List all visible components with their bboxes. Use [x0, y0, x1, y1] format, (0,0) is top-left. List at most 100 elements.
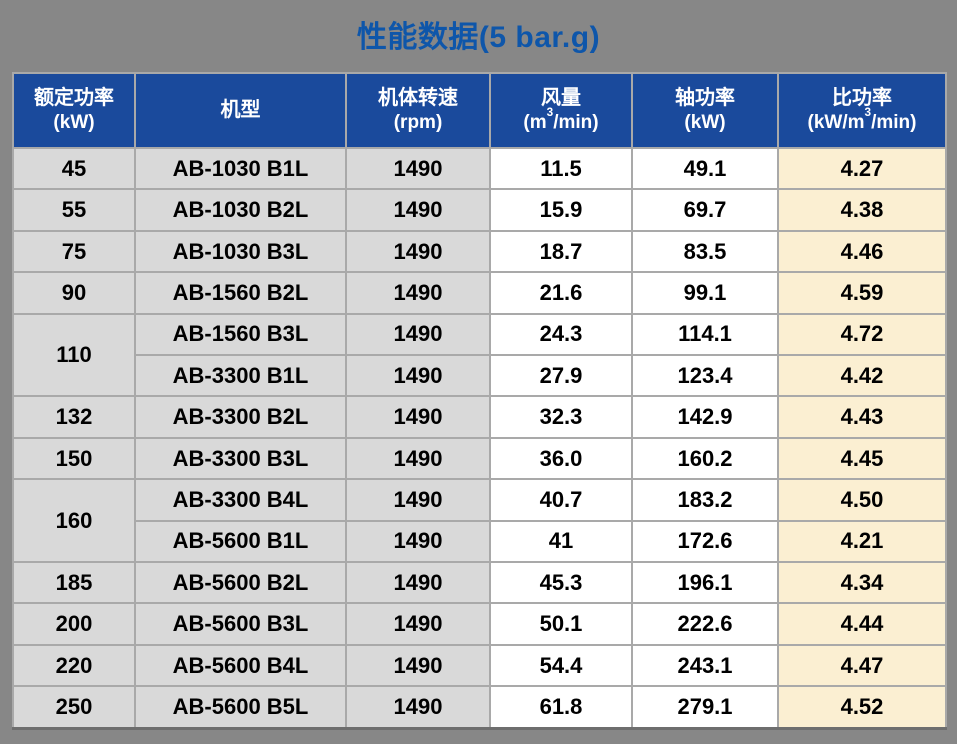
cell-shaft-power: 114.1	[631, 312, 779, 357]
cell-rated-power: 45	[12, 146, 136, 191]
table-row: 75 AB-1030 B3L 1490 18.7 83.5 4.46	[12, 229, 947, 274]
cell-body-speed: 1490	[345, 354, 491, 398]
column-header-body-speed: 机体转速 (rpm)	[345, 72, 491, 149]
cell-model: AB-5600 B5L	[134, 685, 347, 730]
column-title: 轴功率	[675, 87, 735, 110]
cell-model: AB-5600 B1L	[134, 519, 347, 564]
cell-body-speed: 1490	[345, 229, 491, 274]
cell-specific-power: 4.43	[777, 395, 947, 439]
cell-specific-power: 4.45	[777, 436, 947, 481]
cell-rated-power: 250	[12, 685, 136, 730]
cell-specific-power: 4.59	[777, 271, 947, 315]
cell-specific-power: 4.38	[777, 188, 947, 232]
cell-body-speed: 1490	[345, 271, 491, 315]
cell-shaft-power: 196.1	[631, 561, 779, 605]
cell-model: AB-1560 B2L	[134, 271, 347, 315]
cell-model: AB-5600 B3L	[134, 602, 347, 646]
column-title: 风量	[541, 87, 581, 110]
cell-model: AB-5600 B2L	[134, 561, 347, 605]
cell-model: AB-1560 B3L	[134, 312, 347, 357]
cell-body-speed: 1490	[345, 395, 491, 439]
table-row: 110 AB-1560 B3L 1490 24.3 114.1 4.72	[12, 312, 947, 398]
cell-air-flow: 61.8	[489, 685, 633, 730]
cell-model: AB-3300 B3L	[134, 436, 347, 481]
cell-model: AB-5600 B4L	[134, 643, 347, 688]
cell-rated-power: 132	[12, 395, 136, 439]
cell-model: AB-3300 B4L	[134, 478, 347, 522]
cell-air-flow: 11.5	[489, 146, 633, 191]
cell-body-speed: 1490	[345, 519, 491, 564]
cell-air-flow: 15.9	[489, 188, 633, 232]
cell-specific-power: 4.27	[777, 146, 947, 191]
cell-body-speed: 1490	[345, 146, 491, 191]
table-row: AB-5600 B1L 1490 41 172.6 4.21	[13, 519, 947, 564]
cell-model: AB-1030 B2L	[134, 188, 347, 232]
column-header-specific-power: 比功率 (kW/m3/min)	[777, 72, 947, 149]
table-row: AB-3300 B1L 1490 27.9 123.4 4.42	[13, 354, 947, 398]
table-row: 150 AB-3300 B3L 1490 36.0 160.2 4.45	[12, 436, 947, 481]
cell-body-speed: 1490	[345, 478, 491, 522]
cell-air-flow: 40.7	[489, 478, 633, 522]
column-header-rated-power: 额定功率 (kW)	[12, 72, 136, 149]
table-row: 185 AB-5600 B2L 1490 45.3 196.1 4.34	[12, 561, 947, 605]
cell-shaft-power: 83.5	[631, 229, 779, 274]
cell-body-speed: 1490	[345, 602, 491, 646]
cell-shaft-power: 279.1	[631, 685, 779, 730]
header-row: 额定功率 (kW) 机型 机体转速 (rpm) 风量 (m3/min) 轴功率 (kW) 比功率(…	[12, 72, 947, 149]
cell-air-flow: 54.4	[489, 643, 633, 688]
cell-air-flow: 24.3	[489, 312, 633, 357]
cell-shaft-power: 160.2	[631, 436, 779, 481]
cell-rated-power: 185	[12, 561, 136, 605]
table-row: 132 AB-3300 B2L 1490 32.3 142.9 4.43	[12, 395, 947, 439]
column-title: 额定功率	[34, 87, 114, 110]
cell-specific-power: 4.47	[777, 643, 947, 688]
cell-rated-power: 110	[12, 312, 136, 398]
column-header-model: 机型	[134, 72, 347, 149]
column-header-shaft-power: 轴功率 (kW)	[631, 72, 779, 149]
cell-rated-power: 150	[12, 436, 136, 481]
cell-shaft-power: 172.6	[631, 519, 779, 564]
cell-specific-power: 4.52	[777, 685, 947, 730]
table-row: 200 AB-5600 B3L 1490 50.1 222.6 4.44	[12, 602, 947, 646]
column-title: 机型	[220, 99, 261, 121]
table-row: 90 AB-1560 B2L 1490 21.6 99.1 4.59	[12, 271, 947, 315]
column-title: 比功率	[832, 87, 892, 110]
cell-shaft-power: 183.2	[631, 478, 779, 522]
column-unit: (m3/min)	[523, 105, 599, 134]
cell-air-flow: 32.3	[489, 395, 633, 439]
cell-specific-power: 4.44	[777, 602, 947, 646]
table-row: 250 AB-5600 B5L 1490 61.8 279.1 4.52	[12, 685, 947, 730]
column-title: 机体转速	[378, 87, 458, 110]
cell-specific-power: 4.50	[777, 478, 947, 522]
table-row: 160 AB-3300 B4L 1490 40.7 183.2 4.50	[12, 478, 947, 564]
table-row: 55 AB-1030 B2L 1490 15.9 69.7 4.38	[12, 188, 947, 232]
cell-air-flow: 36.0	[489, 436, 633, 481]
cell-body-speed: 1490	[345, 685, 491, 730]
cell-rated-power: 55	[12, 188, 136, 232]
cell-rated-power: 200	[12, 602, 136, 646]
cell-body-speed: 1490	[345, 561, 491, 605]
cell-body-speed: 1490	[345, 188, 491, 232]
cell-shaft-power: 142.9	[631, 395, 779, 439]
cell-rated-power: 220	[12, 643, 136, 688]
cell-air-flow: 27.9	[489, 354, 633, 398]
cell-body-speed: 1490	[345, 436, 491, 481]
cell-model: AB-1030 B1L	[134, 146, 347, 191]
cell-specific-power: 4.21	[777, 519, 947, 564]
cell-shaft-power: 243.1	[631, 643, 779, 688]
cell-shaft-power: 69.7	[631, 188, 779, 232]
cell-air-flow: 18.7	[489, 229, 633, 274]
cell-shaft-power: 99.1	[631, 271, 779, 315]
cell-body-speed: 1490	[345, 312, 491, 357]
column-unit: (kW)	[53, 112, 95, 134]
cell-rated-power: 75	[12, 229, 136, 274]
table-row: 220 AB-5600 B4L 1490 54.4 243.1 4.47	[12, 643, 947, 688]
cell-model: AB-3300 B2L	[134, 395, 347, 439]
cell-specific-power: 4.42	[777, 354, 947, 398]
column-unit: (rpm)	[393, 112, 443, 134]
table-row: 45 AB-1030 B1L 1490 11.5 49.1 4.27	[12, 146, 947, 191]
column-unit: (kW)	[684, 112, 726, 134]
cell-shaft-power: 222.6	[631, 602, 779, 646]
cell-air-flow: 45.3	[489, 561, 633, 605]
